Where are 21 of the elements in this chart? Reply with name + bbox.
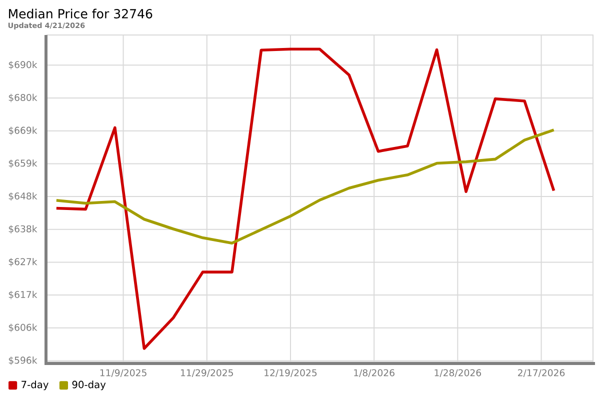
y-tick-label: $669k [8,126,38,136]
y-tick-label: $659k [8,159,38,168]
y-tick-label: $596k [8,356,38,365]
legend-label: 90-day [72,380,106,390]
y-tick-label: $617k [8,290,38,300]
chart-title: Median Price for 32746 [9,8,152,18]
y-tick-label: $606k [8,324,38,332]
x-tick-label: 12/19/2025 [264,369,317,377]
x-tick-label: 11/9/2025 [100,369,146,377]
y-tick-label: $638k [8,225,38,234]
y-tick-label: $690k [8,60,38,70]
x-tick-label: 1/8/2026 [354,369,394,377]
line-series [55,48,556,350]
y-tick-label: $680k [8,94,38,102]
x-tick-label: 11/29/2025 [181,369,233,377]
y-tick-label: $627k [8,258,38,266]
legend-label: 7-day [22,380,48,390]
x-tick-label: 1/28/2026 [434,369,482,377]
x-tick-label: 2/17/2026 [518,369,565,377]
y-tick-label: $648k [8,192,38,201]
line-series [55,128,556,245]
